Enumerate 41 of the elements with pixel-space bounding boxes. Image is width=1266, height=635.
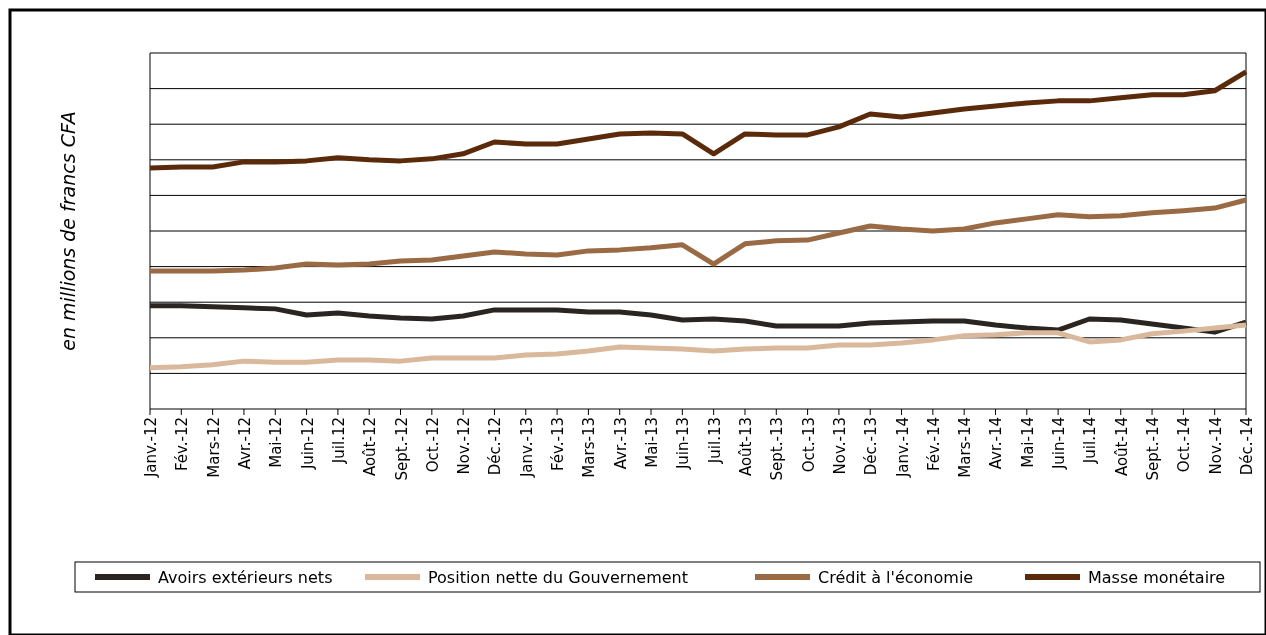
- x-tick-label: Nov.-12: [455, 417, 474, 475]
- x-tick-label: Sept.-14: [1144, 417, 1163, 481]
- x-tick-label: Fév.-13: [549, 417, 568, 472]
- x-tick-label: Déc.-14: [1238, 417, 1256, 476]
- x-tick-label: Avr.-13: [611, 417, 630, 470]
- x-tick-label: Sept.-12: [392, 417, 411, 481]
- x-tick-label: Mars-12: [204, 417, 223, 478]
- legend-label: Avoirs extérieurs nets: [158, 568, 333, 587]
- x-tick-label: Déc.-13: [862, 417, 881, 476]
- x-tick-label: Mars-14: [956, 417, 975, 478]
- x-tick-label: Janv.-13: [517, 417, 536, 479]
- x-tick-label: Juin-12: [298, 417, 317, 471]
- x-tick-label: Oct.-13: [799, 417, 818, 473]
- x-tick-label: Juil.12: [329, 417, 348, 465]
- x-tick-label: Déc.-12: [486, 417, 505, 476]
- legend-label: Masse monétaire: [1088, 568, 1226, 587]
- x-tick-label: Oct.-12: [423, 417, 442, 473]
- x-tick-label: Juil.14: [1081, 417, 1100, 465]
- x-tick-label: Juil.13: [705, 417, 724, 465]
- x-tick-label: Juin-14: [1050, 417, 1069, 471]
- x-tick-label: Mai-12: [267, 417, 286, 468]
- x-tick-label: Oct.-14: [1175, 417, 1194, 473]
- x-tick-label: Avr.-14: [987, 417, 1006, 470]
- y-axis-title: en millions de francs CFA: [57, 111, 79, 351]
- legend-label: Position nette du Gouvernement: [428, 568, 688, 587]
- x-tick-label: Mai-13: [643, 417, 662, 468]
- x-tick-label: Fév.-14: [924, 417, 943, 472]
- x-tick-label: Août-13: [736, 417, 755, 477]
- x-tick-label: Mars-13: [580, 417, 599, 478]
- x-tick-label: Août-12: [361, 417, 380, 477]
- x-tick-label: Janv.-14: [893, 417, 912, 479]
- legend-label: Crédit à l'économie: [818, 568, 974, 587]
- x-tick-label: Nov.-13: [830, 417, 849, 475]
- x-tick-label: Sept.-13: [768, 417, 787, 481]
- x-tick-label: Août-14: [1112, 417, 1131, 477]
- x-tick-label: Nov.-14: [1206, 417, 1225, 475]
- x-tick-label: Juin-13: [674, 417, 693, 471]
- x-tick-label: Avr.-12: [235, 417, 254, 470]
- x-tick-label: Mai-14: [1018, 417, 1037, 468]
- x-tick-label: Janv.-12: [142, 417, 160, 479]
- x-tick-label: Fév.-12: [173, 417, 192, 472]
